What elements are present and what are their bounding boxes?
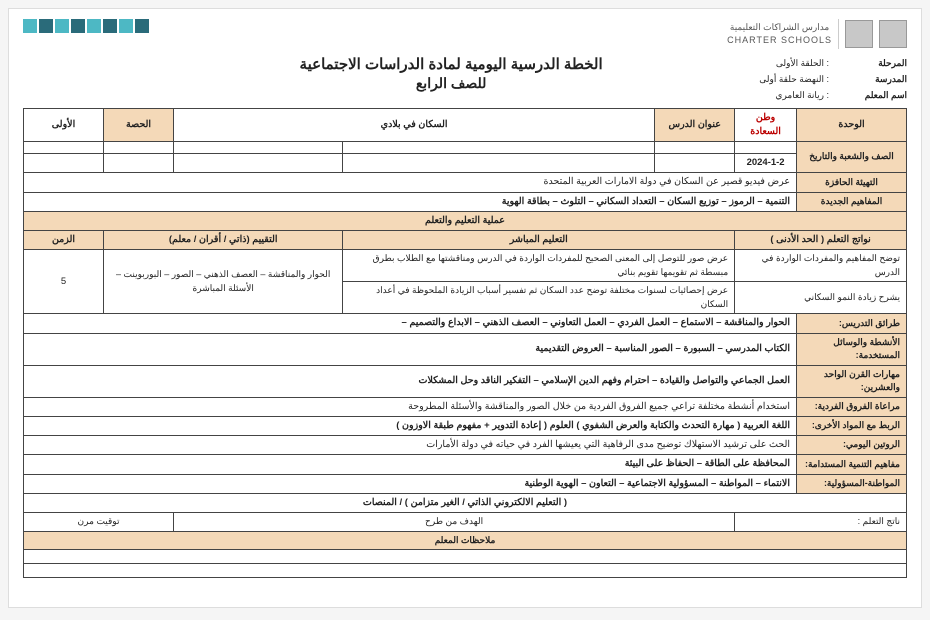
- adek-logo: [845, 20, 873, 48]
- meta-row: المرحلة : الحلقة الأولى المدرسة : النهضة ح…: [23, 55, 907, 104]
- direct-2: عرض إحصائيات لسنوات مختلفة توضح عدد السك…: [343, 282, 735, 314]
- concepts-label: المفاهيم الجديدة: [797, 192, 907, 211]
- routine-label: الروتين اليومي:: [797, 436, 907, 455]
- lesson-table: الوحدة وطن السعادة عنوان الدرس السكان في…: [23, 108, 907, 579]
- lesson-plan-page: مدارس الشراكات التعليمية CHARTER SCHOOLS…: [8, 8, 922, 608]
- charter-en: CHARTER SCHOOLS: [727, 35, 832, 45]
- school-value: : النهضة حلقة أولى: [759, 71, 829, 87]
- authority-logo: [879, 20, 907, 48]
- time-1: 5: [24, 250, 104, 314]
- stage-value: : الحلقة الأولى: [776, 55, 829, 71]
- date-value: 2024-1-2: [735, 154, 797, 173]
- hdr-period: الحصة: [104, 108, 174, 142]
- hdr-lesson: عنوان الدرس: [655, 108, 735, 142]
- table-row: 2024-1-2: [24, 154, 907, 173]
- table-row: المواطنة-المسؤولية: الانتماء – المواطنة …: [24, 474, 907, 493]
- table-row: الأنشطة والوسائل المستخدمة: الكتاب المدر…: [24, 333, 907, 365]
- table-row: الروتين اليومي: الحث على ترشيد الاستهلاك…: [24, 436, 907, 455]
- lesson-value: السكان في بلادي: [174, 108, 655, 142]
- logos-right: [23, 19, 149, 33]
- unit-value: وطن السعادة: [735, 108, 797, 142]
- table-row: الصف والشعبة والتاريخ: [24, 142, 907, 154]
- sust-label: مفاهيم التنمية المستدامة:: [797, 455, 907, 474]
- assess-text: الحوار والمناقشة – العصف الذهني – الصور …: [104, 250, 343, 314]
- skills-label: مهارات القرن الواحد والعشرين:: [797, 365, 907, 397]
- charter-text-block: مدارس الشراكات التعليمية CHARTER SCHOOLS: [727, 22, 832, 47]
- citizen-label: المواطنة-المسؤولية:: [797, 474, 907, 493]
- teacher-value: : ريانة العامري: [775, 87, 829, 103]
- period-value: الأولى: [24, 108, 104, 142]
- concepts-text: التنمية – الرموز – توزيع السكان – التعدا…: [24, 192, 797, 211]
- table-row: مهارات القرن الواحد والعشرين: العمل الجم…: [24, 365, 907, 397]
- tools-label: الأنشطة والوسائل المستخدمة:: [797, 333, 907, 365]
- table-row: [24, 564, 907, 578]
- link-label: الربط مع المواد الأخرى:: [797, 416, 907, 435]
- process-title: عملية التعليم والتعلم: [24, 211, 907, 230]
- direct-1: عرض صور للتوصل إلى المعنى الصحيح للمفردا…: [343, 250, 735, 282]
- main-title: الخطة الدرسية اليومية لمادة الدراسات الا…: [143, 55, 759, 73]
- methods-label: طرائق التدريس:: [797, 314, 907, 333]
- table-row: المفاهيم الجديدة التنمية – الرموز – توزي…: [24, 192, 907, 211]
- table-row: التهيئة الحافزة عرض فيديو قصير عن السكان…: [24, 173, 907, 192]
- table-row: [24, 550, 907, 564]
- title-block: الخطة الدرسية اليومية لمادة الدراسات الا…: [143, 55, 759, 92]
- citizen-text: الانتماء – المواطنة – المسؤولية الاجتماع…: [24, 474, 797, 493]
- indiv-label: مراعاة الفروق الفردية:: [797, 397, 907, 416]
- footer-goal: الهدف من طرح: [174, 513, 735, 532]
- col-outcomes: نواتج التعلم ( الحد الأدنى ): [735, 231, 907, 250]
- indiv-text: استخدام أنشطة مختلفة تراعي جميع الفروق ا…: [24, 397, 797, 416]
- table-row: ( التعليم الالكتروني الذاتي / الغير متزا…: [24, 493, 907, 512]
- table-row: مفاهيم التنمية المستدامة: المحافظة على ا…: [24, 455, 907, 474]
- teacher-label: اسم المعلم: [847, 87, 907, 103]
- decor-shapes: [23, 19, 149, 33]
- table-row: ناتج التعلم : الهدف من طرح توقيت مرن: [24, 513, 907, 532]
- col-direct: التعليم المباشر: [343, 231, 735, 250]
- warmup-label: التهيئة الحافزة: [797, 173, 907, 192]
- stage-label: المرحلة: [847, 55, 907, 71]
- warmup-text: عرض فيديو قصير عن السكان في دولة الامارا…: [24, 173, 797, 192]
- table-row: ملاحظات المعلم: [24, 531, 907, 550]
- skills-text: العمل الجماعي والتواصل والقيادة – احترام…: [24, 365, 797, 397]
- link-text: اللغة العربية ( مهارة التحدث والكتابة وا…: [24, 416, 797, 435]
- school-label: المدرسة: [847, 71, 907, 87]
- col-assess: التقييم (ذاتي / أقران / معلم): [104, 231, 343, 250]
- table-row: الوحدة وطن السعادة عنوان الدرس السكان في…: [24, 108, 907, 142]
- sub-title: للصف الرابع: [143, 75, 759, 92]
- footer-outcome: ناتج التعلم :: [735, 513, 907, 532]
- footer-time: توقيت مرن: [24, 513, 174, 532]
- doc-header: مدارس الشراكات التعليمية CHARTER SCHOOLS: [23, 19, 907, 49]
- logos-left: مدارس الشراكات التعليمية CHARTER SCHOOLS: [727, 19, 907, 49]
- elearn-text: ( التعليم الالكتروني الذاتي / الغير متزا…: [24, 493, 907, 512]
- table-row: الربط مع المواد الأخرى: اللغة العربية ( …: [24, 416, 907, 435]
- table-row: طرائق التدريس: الحوار والمناقشة – الاستم…: [24, 314, 907, 333]
- table-row: مراعاة الفروق الفردية: استخدام أنشطة مخت…: [24, 397, 907, 416]
- methods-text: الحوار والمناقشة – الاستماع – العمل الفر…: [24, 314, 797, 333]
- notes-title: ملاحظات المعلم: [24, 531, 907, 550]
- hdr-unit: الوحدة: [797, 108, 907, 142]
- class-date-label: الصف والشعبة والتاريخ: [797, 142, 907, 173]
- sust-text: المحافظة على الطاقة – الحفاظ على البيئة: [24, 455, 797, 474]
- table-row: عملية التعليم والتعلم: [24, 211, 907, 230]
- col-time: الزمن: [24, 231, 104, 250]
- outcome-2: يشرح زيادة النمو السكاني: [735, 282, 907, 314]
- meta-labels: المرحلة : الحلقة الأولى المدرسة : النهضة ح…: [759, 55, 907, 104]
- tools-text: الكتاب المدرسي – السبورة – الصور المناسب…: [24, 333, 797, 365]
- outcome-1: توضح المفاهيم والمفردات الواردة في الدرس: [735, 250, 907, 282]
- routine-text: الحث على ترشيد الاستهلاك توضيح مدى الرفا…: [24, 436, 797, 455]
- table-row: نواتج التعلم ( الحد الأدنى ) التعليم الم…: [24, 231, 907, 250]
- table-row: توضح المفاهيم والمفردات الواردة في الدرس…: [24, 250, 907, 282]
- charter-ar: مدارس الشراكات التعليمية: [727, 22, 832, 33]
